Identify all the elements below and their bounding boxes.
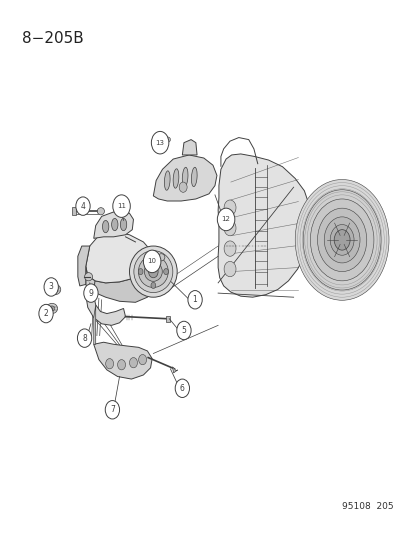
Circle shape xyxy=(39,304,53,323)
Circle shape xyxy=(310,199,373,281)
Polygon shape xyxy=(218,154,311,297)
Polygon shape xyxy=(93,305,95,344)
Circle shape xyxy=(333,230,349,250)
Text: 6: 6 xyxy=(180,384,184,393)
Ellipse shape xyxy=(52,287,58,292)
Circle shape xyxy=(105,401,119,419)
Text: 8: 8 xyxy=(82,334,87,343)
Polygon shape xyxy=(166,316,170,322)
Text: 12: 12 xyxy=(221,216,230,222)
Circle shape xyxy=(223,261,235,277)
Circle shape xyxy=(105,359,113,369)
Polygon shape xyxy=(85,232,154,283)
Ellipse shape xyxy=(164,171,170,190)
Circle shape xyxy=(151,282,155,288)
Circle shape xyxy=(176,321,191,340)
Text: 9: 9 xyxy=(88,288,93,297)
Polygon shape xyxy=(72,207,76,215)
Ellipse shape xyxy=(112,219,118,231)
Ellipse shape xyxy=(133,251,172,293)
Text: 5: 5 xyxy=(181,326,186,335)
Circle shape xyxy=(77,329,92,348)
Polygon shape xyxy=(172,367,177,373)
Ellipse shape xyxy=(173,169,178,188)
Circle shape xyxy=(323,217,359,263)
Circle shape xyxy=(76,197,90,215)
Text: 3: 3 xyxy=(49,282,54,292)
Ellipse shape xyxy=(165,137,170,142)
Circle shape xyxy=(188,290,202,309)
Circle shape xyxy=(129,358,137,368)
Ellipse shape xyxy=(84,273,93,281)
Circle shape xyxy=(117,360,125,370)
Text: 95108  205: 95108 205 xyxy=(342,502,393,511)
Circle shape xyxy=(294,180,388,300)
Ellipse shape xyxy=(157,254,164,261)
Circle shape xyxy=(330,224,353,255)
Ellipse shape xyxy=(191,167,197,187)
Text: 1: 1 xyxy=(192,295,197,304)
Circle shape xyxy=(151,132,169,154)
Ellipse shape xyxy=(120,219,126,231)
Ellipse shape xyxy=(138,256,168,287)
Polygon shape xyxy=(85,266,153,302)
Polygon shape xyxy=(93,342,152,379)
Polygon shape xyxy=(153,155,216,201)
Text: 4: 4 xyxy=(81,201,85,211)
Circle shape xyxy=(148,265,158,278)
Polygon shape xyxy=(93,211,133,238)
Ellipse shape xyxy=(97,208,104,215)
Text: 7: 7 xyxy=(110,405,114,414)
Polygon shape xyxy=(85,295,125,325)
Circle shape xyxy=(223,200,235,215)
Text: 10: 10 xyxy=(147,259,156,264)
Text: 8−205B: 8−205B xyxy=(22,31,84,46)
Text: 11: 11 xyxy=(117,203,126,209)
Ellipse shape xyxy=(102,221,109,233)
Circle shape xyxy=(44,278,58,296)
Polygon shape xyxy=(156,148,162,153)
Ellipse shape xyxy=(46,303,57,313)
Polygon shape xyxy=(78,246,90,286)
Ellipse shape xyxy=(129,246,177,297)
Ellipse shape xyxy=(50,285,61,295)
Circle shape xyxy=(112,195,130,217)
Ellipse shape xyxy=(182,167,188,187)
Circle shape xyxy=(83,284,98,302)
Circle shape xyxy=(175,379,189,398)
Circle shape xyxy=(138,354,146,365)
Circle shape xyxy=(217,208,234,231)
Ellipse shape xyxy=(144,262,162,281)
Text: 2: 2 xyxy=(43,309,48,318)
Circle shape xyxy=(151,255,155,261)
Circle shape xyxy=(302,190,380,290)
Ellipse shape xyxy=(49,306,55,311)
Circle shape xyxy=(317,208,366,272)
Circle shape xyxy=(223,221,235,236)
Text: 13: 13 xyxy=(155,140,164,146)
Circle shape xyxy=(223,241,235,256)
Circle shape xyxy=(138,269,142,274)
Polygon shape xyxy=(182,140,197,155)
Circle shape xyxy=(143,250,161,273)
Circle shape xyxy=(179,182,187,192)
Circle shape xyxy=(163,269,168,274)
Polygon shape xyxy=(85,266,95,293)
